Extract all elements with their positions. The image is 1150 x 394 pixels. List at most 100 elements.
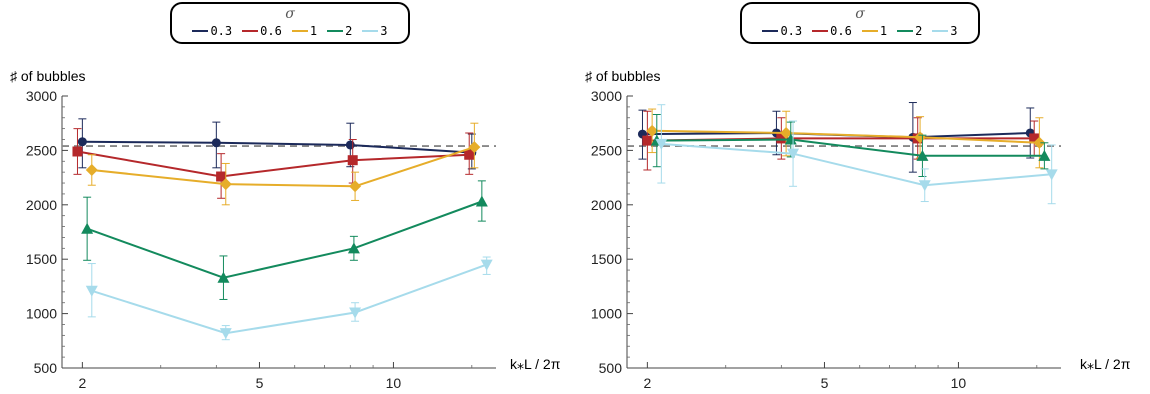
legend-swatch <box>932 30 949 32</box>
data-point <box>72 146 83 157</box>
y-tick-label: 1500 <box>26 251 57 267</box>
data-point <box>349 180 362 193</box>
data-point <box>217 271 230 283</box>
plot-area: 500 1000 1500 2000 2500 3000 2 5 10 <box>591 88 1061 391</box>
data-point <box>468 141 481 154</box>
legend-swatch <box>861 30 878 32</box>
data-point <box>464 149 475 160</box>
legend-swatch <box>362 30 379 32</box>
legend-swatch <box>192 30 209 32</box>
series-line <box>77 150 470 178</box>
data-point <box>219 328 232 340</box>
x-axis-label: k⁎L / 2π <box>1080 356 1131 372</box>
legend-label: 0.3 <box>210 24 233 38</box>
legend: σ 0.3 0.6 1 2 3 <box>740 2 980 44</box>
legend-items: 0.3 0.6 1 2 3 <box>172 24 408 38</box>
series-1 <box>85 122 481 206</box>
data-point <box>347 242 360 254</box>
series-2 <box>81 180 488 300</box>
data-point <box>480 259 493 271</box>
x-tick-label: 2 <box>78 375 86 391</box>
y-axis-label: ♯ of bubbles <box>585 68 661 84</box>
legend-item-2: 2 <box>327 24 352 38</box>
data-point <box>77 137 87 147</box>
series-line <box>86 200 483 279</box>
data-point <box>349 307 362 319</box>
data-point <box>1033 136 1046 149</box>
x-tick-label: 10 <box>386 375 402 391</box>
legend-item-0.6: 0.6 <box>812 24 852 38</box>
legend-label: 0.3 <box>780 24 803 38</box>
legend-item-1: 1 <box>861 24 888 38</box>
data-point <box>1029 133 1040 144</box>
y-tick-label: 500 <box>599 360 623 376</box>
x-tick-label: 5 <box>821 375 829 391</box>
x-tick-label: 2 <box>643 375 651 391</box>
data-point <box>784 133 797 145</box>
y-tick-label: 1000 <box>591 306 622 322</box>
x-axis-label: k⁎L / 2π <box>510 356 561 372</box>
legend-item-1: 1 <box>291 24 318 38</box>
data-point <box>646 124 659 137</box>
chart-panel-right: σ 0.3 0.6 1 2 3 ♯ of bubbles k⁎L / 2π 50… <box>575 0 1150 394</box>
series-line <box>661 142 1052 187</box>
legend-swatch <box>812 30 829 32</box>
y-tick-label: 2500 <box>26 142 57 158</box>
legend-label: 2 <box>345 24 353 38</box>
data-point <box>776 133 787 144</box>
data-point <box>475 195 488 207</box>
plot-area: 500 1000 1500 2000 2500 3000 2 5 10 <box>26 88 496 391</box>
data-point <box>780 126 793 139</box>
legend-label: 2 <box>915 24 923 38</box>
series-line <box>91 263 488 335</box>
y-tick-label: 2500 <box>591 142 622 158</box>
legend-item-2: 2 <box>897 24 922 38</box>
series-3 <box>655 104 1058 205</box>
legend-label: 1 <box>309 24 318 38</box>
x-tick-label: 5 <box>256 375 264 391</box>
series-1 <box>646 108 1046 169</box>
y-axis-label: ♯ of bubbles <box>10 68 86 84</box>
data-point <box>1038 149 1051 161</box>
series-0.6 <box>72 128 475 199</box>
legend-label: 1 <box>879 24 888 38</box>
legend-swatch <box>897 30 914 32</box>
data-point <box>345 140 355 150</box>
legend-item-0.3: 0.3 <box>192 24 232 38</box>
series-3 <box>85 256 493 341</box>
data-point <box>914 131 927 144</box>
legend-item-0.6: 0.6 <box>242 24 282 38</box>
x-tick-label: 10 <box>951 375 967 391</box>
y-tick-label: 2000 <box>26 197 57 213</box>
data-point <box>81 222 94 234</box>
y-tick-label: 2000 <box>591 197 622 213</box>
series-line <box>82 140 472 154</box>
data-point <box>85 163 98 176</box>
legend-label: 3 <box>950 24 958 38</box>
legend-label: 0.6 <box>830 24 852 38</box>
legend-item-0.3: 0.3 <box>762 24 802 38</box>
legend-swatch <box>291 30 308 32</box>
legend-item-3: 3 <box>362 24 388 38</box>
series-line <box>652 129 1040 144</box>
legend-title: σ <box>285 6 295 22</box>
data-point <box>655 138 668 150</box>
y-tick-label: 500 <box>34 360 58 376</box>
y-tick-label: 1500 <box>591 251 622 267</box>
data-point <box>216 171 227 182</box>
data-point <box>219 178 232 191</box>
legend-swatch <box>327 30 344 32</box>
data-point <box>642 135 653 146</box>
data-point <box>211 138 221 148</box>
legend-swatch <box>762 30 779 32</box>
legend: σ 0.3 0.6 1 2 3 <box>170 2 410 44</box>
series-0.3 <box>637 102 1035 173</box>
y-tick-label: 3000 <box>26 88 57 104</box>
data-point <box>918 180 931 192</box>
data-point <box>787 148 800 160</box>
legend-title: σ <box>855 6 865 22</box>
legend-swatch <box>242 30 259 32</box>
data-point <box>1045 169 1058 181</box>
legend-label: 3 <box>380 24 388 38</box>
